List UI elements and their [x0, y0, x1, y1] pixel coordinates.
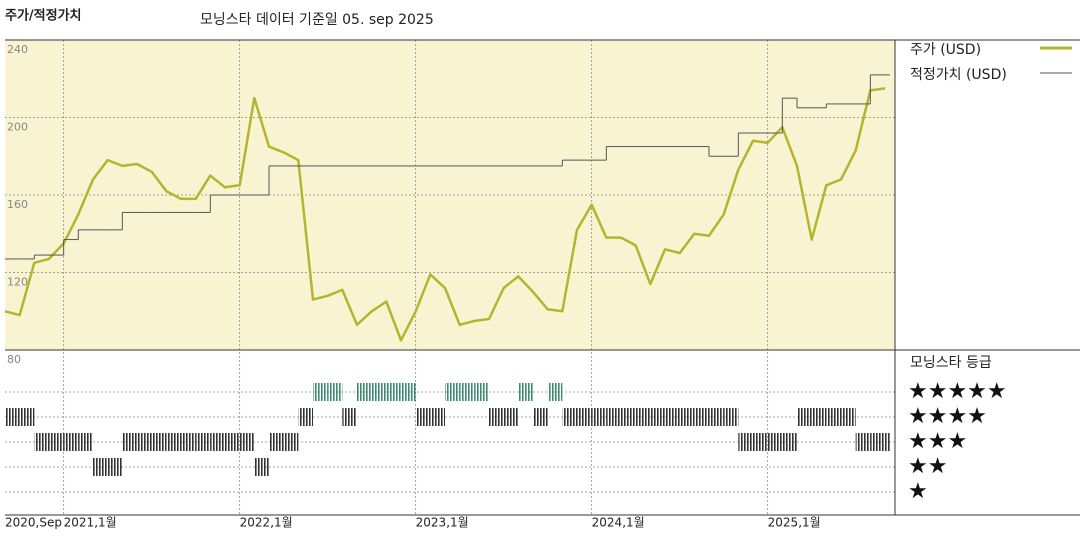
rating-bar: [474, 383, 489, 401]
x-tick-label: 2025,1월: [768, 516, 821, 530]
rating-bar: [357, 383, 372, 401]
rating-legend: ★: [908, 479, 928, 504]
rating-bar: [327, 383, 343, 401]
rating-bar: [342, 408, 357, 426]
rating-bar: [151, 433, 167, 451]
y-tick-label: 160: [7, 198, 28, 211]
y-tick-label: 80: [7, 353, 21, 366]
rating-bar: [547, 383, 563, 401]
rating-legend: ★★: [908, 454, 947, 479]
rating-bar: [650, 408, 665, 426]
rating-bar: [19, 408, 35, 426]
rating-bar: [797, 408, 812, 426]
rating-title: 모닝스타 등급: [910, 355, 992, 371]
rating-bar: [841, 408, 856, 426]
rating-bar: [254, 458, 269, 476]
rating-bar: [63, 433, 79, 451]
rating-bar: [34, 433, 49, 451]
rating-bar: [445, 383, 460, 401]
chart-title: 주가/적정가치: [5, 8, 82, 24]
rating-bar: [298, 408, 313, 426]
rating-bar: [811, 408, 827, 426]
rating-bar: [489, 408, 504, 426]
rating-bar: [635, 408, 651, 426]
x-tick-label: 2023,1월: [416, 516, 469, 530]
rating-bar: [591, 408, 607, 426]
rating-bar: [195, 433, 211, 451]
rating-bar: [415, 408, 431, 426]
rating-bar: [239, 433, 255, 451]
rating-bar: [885, 433, 890, 451]
rating-bar: [679, 408, 695, 426]
rating-bar: [459, 383, 475, 401]
y-tick-label: 240: [7, 43, 28, 56]
x-tick-label: 2021,1월: [64, 516, 117, 530]
rating-bar: [371, 383, 387, 401]
rating-bar: [723, 408, 739, 426]
rating-bar: [225, 433, 240, 451]
rating-bar: [386, 383, 401, 401]
rating-bar: [621, 408, 636, 426]
rating-bar: [694, 408, 709, 426]
rating-bar: [313, 383, 328, 401]
rating-bar: [782, 433, 797, 451]
legend-label: 적정가치 (USD): [910, 67, 1007, 83]
x-tick-label: 2020,Sep: [5, 516, 62, 530]
y-tick-label: 120: [7, 276, 28, 289]
rating-legend: ★★★★: [908, 404, 987, 429]
y-tick-label: 200: [7, 121, 28, 134]
rating-bar: [49, 433, 64, 451]
rating-bar: [855, 433, 871, 451]
rating-bar: [78, 433, 93, 451]
legend-label: 주가 (USD): [910, 42, 981, 58]
rating-bar: [767, 433, 783, 451]
rating-bar: [738, 433, 753, 451]
rating-bar: [533, 408, 548, 426]
rating-bar: [826, 408, 841, 426]
rating-bar: [518, 383, 533, 401]
rating-bar: [401, 383, 416, 401]
x-tick-label: 2022,1월: [240, 516, 293, 530]
rating-bar: [562, 408, 577, 426]
rating-bar: [503, 408, 519, 426]
rating-bar: [122, 433, 137, 451]
rating-bar: [753, 433, 768, 451]
rating-bar: [577, 408, 592, 426]
rating-bar: [181, 433, 196, 451]
rating-legend: ★★★★★: [908, 379, 1007, 404]
rating-bar: [665, 408, 680, 426]
rating-bar: [210, 433, 225, 451]
rating-bar: [137, 433, 152, 451]
rating-bar: [870, 433, 885, 451]
rating-bar: [93, 458, 108, 476]
x-tick-label: 2024,1월: [592, 516, 645, 530]
rating-bar: [5, 408, 20, 426]
rating-bar: [606, 408, 621, 426]
rating-bar: [166, 433, 181, 451]
rating-bar: [283, 433, 299, 451]
rating-bar: [430, 408, 445, 426]
rating-legend: ★★★: [908, 429, 967, 454]
rating-bar: [709, 408, 724, 426]
rating-bar: [107, 458, 123, 476]
rating-bar: [269, 433, 284, 451]
chart-subtitle: 모닝스타 데이터 기준일 05. sep 2025: [200, 12, 434, 28]
price-line: [4, 87, 886, 342]
